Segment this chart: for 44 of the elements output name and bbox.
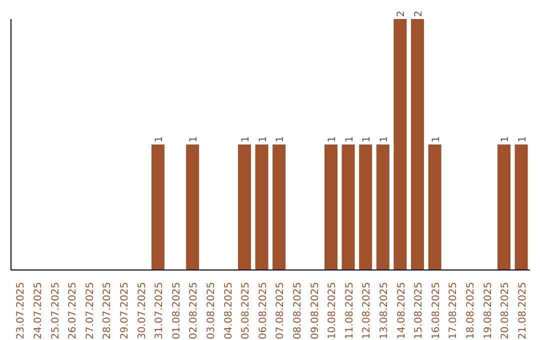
x-tick-label: 21.08.2025 [517,282,528,340]
x-tick-label: 11.08.2025 [344,282,356,340]
x-tick-label: 14.08.2025 [396,282,408,340]
x-tick-label: 23.07.2025 [16,282,27,340]
data-label: 1 [362,136,373,142]
data-label: 1 [188,136,200,142]
data-label: 1 [326,136,338,142]
x-tick-label: 29.07.2025 [119,282,130,340]
x-tick-label: 19.08.2025 [482,282,494,340]
x-tick-label: 13.08.2025 [378,282,390,340]
data-label: 1 [378,136,390,142]
x-tick-label: 08.08.2025 [292,282,304,340]
x-tick-label: 27.07.2025 [84,282,96,340]
x-tick-label: 25.07.2025 [50,282,62,340]
data-label: 2 [396,10,408,17]
x-tick-label: 30.07.2025 [136,282,148,340]
data-label: 2 [413,10,424,17]
data-label: 1 [154,136,165,142]
x-tick-label: 05.08.2025 [240,282,252,340]
data-label: 1 [240,136,252,142]
x-tick-label: 26.07.2025 [68,282,79,340]
x-tick-label: 12.08.2025 [362,282,373,340]
x-tick-label: 17.08.2025 [448,282,460,340]
x-tick-label: 24.07.2025 [32,282,44,340]
x-tick-label: 28.07.2025 [102,282,114,340]
x-tick-label: 07.08.2025 [275,282,286,340]
x-tick-label: 18.08.2025 [465,282,476,340]
data-label: 1 [275,136,286,142]
x-tick-label: 31.07.2025 [154,282,166,340]
x-tick-label: 20.08.2025 [500,282,512,340]
x-tick-label: 04.08.2025 [223,282,234,340]
x-tick-label: 16.08.2025 [430,282,442,340]
x-tick-label: 15.08.2025 [414,282,425,340]
x-tick-label: 03.08.2025 [206,282,217,340]
x-tick-label: 06.08.2025 [258,282,269,340]
data-label: 1 [344,136,356,142]
data-label: 1 [258,136,269,142]
x-tick-label: 10.08.2025 [327,282,338,340]
x-tick-label: 09.08.2025 [310,282,321,340]
data-label: 1 [430,136,442,142]
data-label: 1 [500,136,511,142]
x-tick-label: 02.08.2025 [188,282,200,340]
data-label: 1 [517,136,528,142]
x-tick-label: 01.08.2025 [171,282,182,340]
